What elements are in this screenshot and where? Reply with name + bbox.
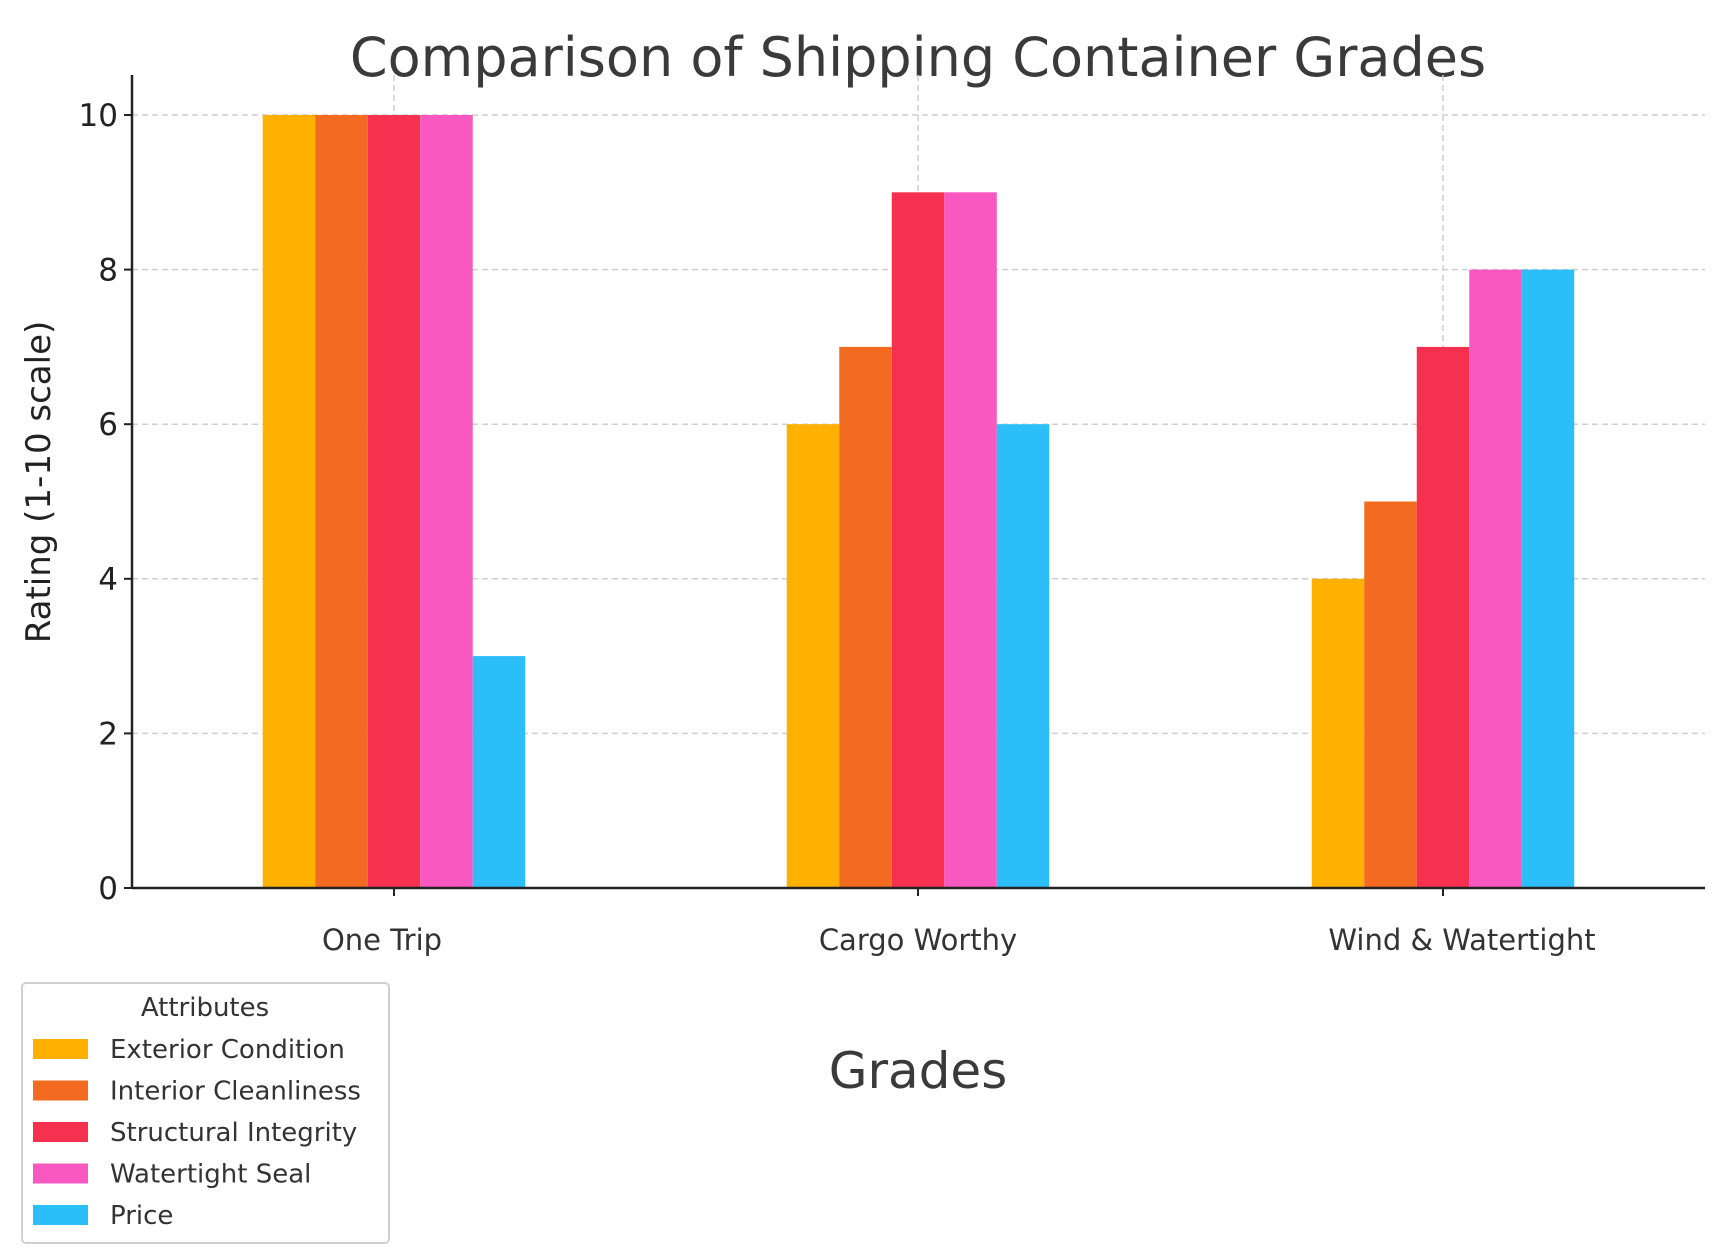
legend-swatch: [33, 1122, 88, 1142]
bar-1-1: [839, 346, 892, 888]
x-tick-label: One Trip: [322, 923, 442, 957]
y-tick-label: 10: [79, 98, 118, 134]
legend-entry: Price: [110, 1201, 173, 1231]
y-tick-label: 0: [98, 871, 118, 907]
legend-swatch: [33, 1080, 88, 1101]
legend-swatch: [33, 1039, 88, 1059]
x-tick-label: Cargo Worthy: [819, 923, 1017, 957]
legend-entry: Interior Cleanliness: [110, 1077, 361, 1107]
bar-2-3: [1469, 269, 1522, 889]
bar-0-2: [367, 115, 421, 888]
x-axis-label: Grades: [829, 1042, 1008, 1100]
bar-2-4: [1521, 269, 1575, 889]
bar-1-2: [891, 192, 945, 889]
bar-0-4: [472, 656, 526, 888]
y-tick-label: 8: [98, 253, 118, 289]
y-tick-label: 6: [98, 407, 118, 443]
y-axis-label: Rating (1-10 scale): [19, 321, 59, 644]
bar-1-3: [944, 192, 997, 889]
bar-0-0: [262, 115, 316, 888]
bar-2-0: [1311, 578, 1365, 888]
legend: Attributes Exterior Condition Interior Cl…: [21, 982, 390, 1244]
x-tick-label: Wind & Watertight: [1328, 923, 1595, 957]
bar-1-4: [996, 424, 1050, 888]
legend-swatch: [33, 1163, 88, 1184]
bar-0-3: [420, 115, 473, 888]
y-tick-label: 4: [98, 562, 118, 598]
bar-1-0: [786, 424, 840, 888]
bar-2-2: [1416, 346, 1470, 888]
legend-swatch: [33, 1205, 88, 1225]
legend-entry: Structural Integrity: [110, 1118, 357, 1148]
legend-entry: Exterior Condition: [110, 1035, 345, 1065]
y-tick-label: 2: [98, 716, 118, 752]
bar-2-1: [1364, 501, 1417, 888]
legend-entry: Watertight Seal: [110, 1160, 311, 1190]
bar-0-1: [315, 115, 368, 888]
legend-box: [21, 982, 390, 1244]
legend-title: Attributes: [141, 993, 269, 1023]
